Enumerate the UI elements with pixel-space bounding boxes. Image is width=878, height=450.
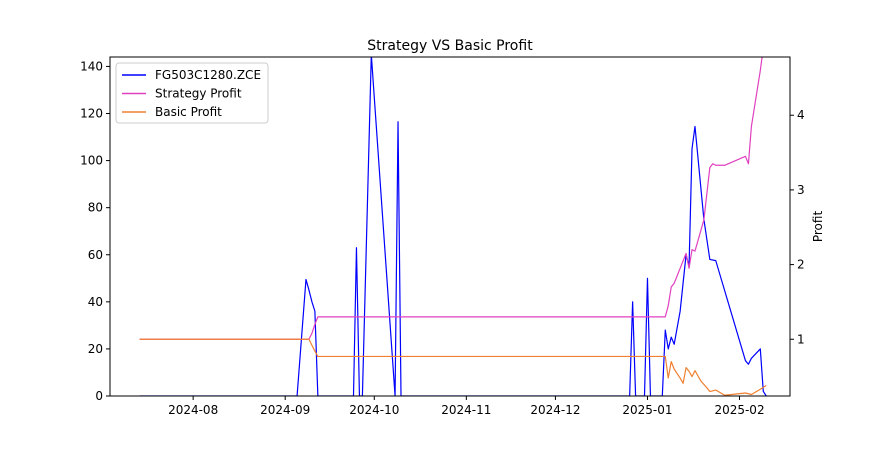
x-tick-label: 2024-08 xyxy=(168,403,218,417)
y-right-tick-label: 1 xyxy=(797,332,805,346)
y-right-tick-label: 3 xyxy=(797,183,805,197)
x-tick-label: 2025-02 xyxy=(714,403,764,417)
plot-frame xyxy=(109,56,791,397)
y-left-tick-label: 40 xyxy=(88,295,103,309)
series-basic-profit-line xyxy=(139,338,767,396)
x-tick-label: 2024-10 xyxy=(349,403,399,417)
y-left-tick-label: 120 xyxy=(80,107,103,121)
series-layer xyxy=(139,57,767,396)
y-right-tick-label: 2 xyxy=(797,258,805,272)
y-left-tick-label: 20 xyxy=(88,342,103,356)
y-left-tick-label: 60 xyxy=(88,248,103,262)
axes-layer: 2024-08 2024-09 2024-10 2024-11 2024-12 2025-… xyxy=(80,56,805,417)
x-tick-label: 2025-01 xyxy=(622,403,672,417)
x-tick-label: 2024-12 xyxy=(530,403,580,417)
legend-item-basic-profit: Basic Profit xyxy=(122,105,222,119)
chart-title: Strategy VS Basic Profit xyxy=(367,38,533,54)
legend-box xyxy=(115,62,269,124)
legend: FG503C1280.ZCE Strategy Profit Basic Profi… xyxy=(115,62,269,124)
legend-item-strategy-profit: Strategy Profit xyxy=(122,87,242,101)
y-left-tick-label: 100 xyxy=(80,154,103,168)
series-strategy-profit-line xyxy=(139,57,763,340)
legend-label: Basic Profit xyxy=(155,105,222,119)
y-right-tick-label: 4 xyxy=(797,108,805,122)
right-axis-label: Profit xyxy=(811,211,825,243)
legend-label: FG503C1280.ZCE xyxy=(155,68,261,82)
series-fg503c1280-line xyxy=(139,57,767,396)
y-left-tick-label: 140 xyxy=(80,59,103,73)
y-left-tick-label: 0 xyxy=(95,389,103,403)
legend-item-fg503c1280: FG503C1280.ZCE xyxy=(122,68,261,82)
legend-label: Strategy Profit xyxy=(155,87,242,101)
x-tick-label: 2024-09 xyxy=(260,403,310,417)
x-tick-label: 2024-11 xyxy=(441,403,491,417)
y-left-tick-label: 80 xyxy=(88,201,103,215)
